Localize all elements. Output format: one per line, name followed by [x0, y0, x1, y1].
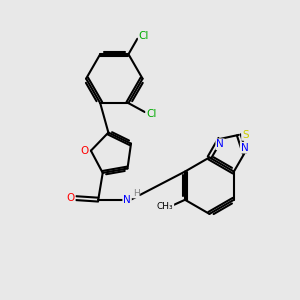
Text: N: N	[216, 139, 224, 149]
Text: O: O	[80, 146, 88, 156]
Text: H: H	[133, 189, 140, 198]
Text: Cl: Cl	[146, 109, 157, 118]
Text: CH₃: CH₃	[157, 202, 173, 211]
Text: N: N	[241, 143, 248, 153]
Text: N: N	[123, 195, 131, 205]
Text: S: S	[242, 130, 249, 140]
Text: O: O	[67, 193, 75, 202]
Text: Cl: Cl	[139, 32, 149, 41]
